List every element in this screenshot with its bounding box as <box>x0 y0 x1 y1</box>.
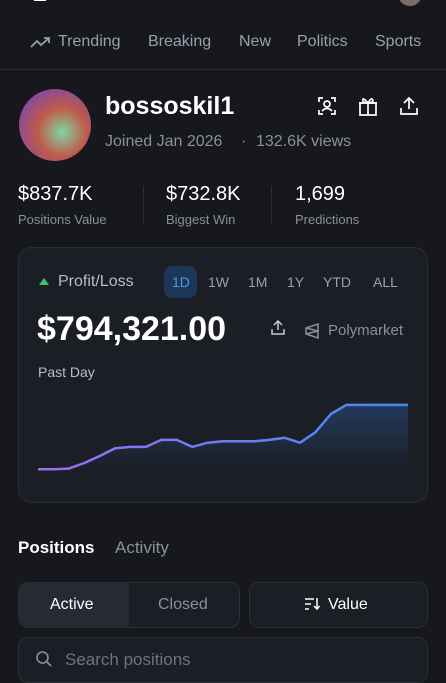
timeframe[interactable]: YTD <box>323 274 351 290</box>
username: bossoskil1 <box>105 92 235 120</box>
nav-tab[interactable]: Breaking <box>148 33 212 50</box>
gift-icon[interactable] <box>359 98 377 116</box>
timeframe[interactable]: ALL <box>373 274 398 290</box>
divider <box>0 69 446 70</box>
divider <box>143 186 144 224</box>
stat-label: Positions Value <box>18 212 107 227</box>
timeframe-selected-bg <box>164 266 197 298</box>
stat-value: $732.8K <box>166 183 241 205</box>
divider <box>271 186 272 224</box>
polymarket-logo <box>305 322 319 340</box>
up-icon <box>39 278 49 285</box>
search-placeholder: Search positions <box>65 650 191 669</box>
nav-tab[interactable]: Sports <box>375 33 422 50</box>
nav-tab[interactable]: New <box>239 33 272 50</box>
stat-label: Predictions <box>295 212 360 227</box>
sort-icon <box>305 598 320 611</box>
pnl-amount: $794,321.00 <box>37 310 227 348</box>
views: 132.6K views <box>256 133 352 150</box>
segment[interactable]: Closed <box>158 596 208 613</box>
joined: Joined Jan 2026 <box>105 133 223 150</box>
timeframe[interactable]: 1Y <box>287 274 305 290</box>
timeframe[interactable]: 1M <box>248 274 268 290</box>
segment[interactable]: Active <box>50 596 94 613</box>
scan-icon[interactable] <box>318 97 336 115</box>
nav-tab[interactable]: Trending <box>58 33 121 50</box>
stat-label: Biggest Win <box>166 212 236 227</box>
timeframe[interactable]: 1D <box>172 274 190 290</box>
separator: · <box>241 133 247 150</box>
timeframe[interactable]: 1W <box>208 274 229 290</box>
avatar <box>19 89 91 161</box>
user-avatar[interactable] <box>398 0 422 6</box>
search-box[interactable] <box>18 637 428 683</box>
segment-selected-bg <box>19 583 129 627</box>
share-icon[interactable] <box>400 96 418 115</box>
tab[interactable]: Activity <box>115 538 169 557</box>
sort-button[interactable] <box>249 582 428 628</box>
profile-actions <box>318 96 418 116</box>
top-bar <box>34 0 422 6</box>
stat-value: $837.7K <box>18 183 93 205</box>
period: Past Day <box>38 364 95 380</box>
brand: Polymarket <box>328 322 404 339</box>
search-icon <box>36 651 52 667</box>
trending-icon <box>30 37 50 48</box>
pnl-title: Profit/Loss <box>58 273 134 290</box>
share-icon[interactable] <box>270 320 286 336</box>
stat-value: 1,699 <box>295 183 346 205</box>
sort-label: Value <box>328 596 368 613</box>
nav-tab[interactable]: Politics <box>297 33 348 50</box>
tab[interactable]: Positions <box>18 538 95 557</box>
